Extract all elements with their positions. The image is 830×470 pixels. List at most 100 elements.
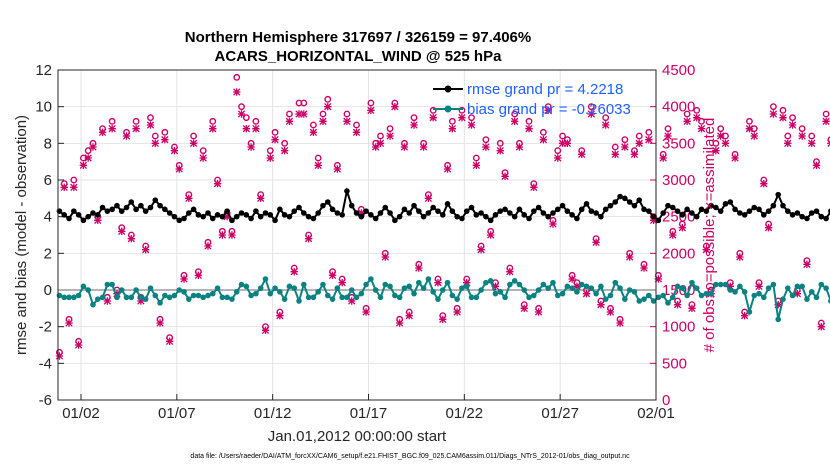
obs-assimilated-point [554, 154, 562, 162]
obs-assimilated-point [165, 337, 174, 346]
obs-assimilated-point [276, 311, 284, 320]
bias-point [550, 279, 556, 286]
obs-assimilated-point [415, 264, 423, 272]
rmse-point [689, 210, 695, 216]
rmse-point [684, 206, 690, 213]
obs-assimilated-point [482, 143, 490, 151]
rmse-point [238, 210, 245, 216]
rmse-point [617, 193, 623, 200]
obs-assimilated-point [621, 143, 629, 151]
bias-point [147, 285, 154, 291]
rmse-point [85, 213, 91, 220]
obs-assimilated-point [304, 234, 313, 243]
x-tick-label: 01/07 [158, 405, 196, 422]
obs-possible-point [132, 117, 140, 125]
bias-point [770, 281, 777, 288]
bias-point [262, 276, 269, 282]
bias-point [487, 278, 494, 284]
bias-point [401, 285, 408, 291]
rmse-point [588, 208, 595, 214]
obs-assimilated-point [496, 146, 504, 155]
bias-point [650, 298, 657, 304]
obs-assimilated-point [659, 154, 667, 162]
obs-assimilated-point [606, 308, 615, 316]
obs-possible-point [539, 128, 547, 136]
obs-possible-point [386, 125, 394, 133]
obs-assimilated-point [434, 278, 442, 287]
rmse-point [578, 206, 585, 213]
obs-possible-point [161, 128, 169, 136]
bias-point [593, 290, 599, 297]
obs-possible-point [190, 132, 198, 140]
rmse-point [401, 206, 408, 213]
rmse-point [545, 213, 551, 220]
y-tick-label: 12 [35, 62, 52, 79]
plot-frame [57, 69, 657, 401]
bias-point [190, 292, 197, 299]
obs-assimilated-point [534, 308, 543, 316]
bias-point [598, 283, 604, 290]
y-axis-label: rmse and bias (model - observation) [13, 115, 30, 355]
y2-axis-label: # of obs: o=possible; ×=assimilated [701, 118, 718, 353]
y-tick-label: -4 [39, 355, 52, 372]
bias-point [200, 294, 206, 301]
bias-point [612, 279, 619, 286]
obs-possible-point [271, 128, 279, 136]
rmse-point [622, 195, 628, 202]
legend-bias-marker [444, 105, 452, 113]
rmse-point [789, 212, 796, 218]
obs-assimilated-point [520, 304, 528, 313]
rmse-point [468, 204, 475, 211]
obs-assimilated-point [736, 253, 744, 261]
rmse-point [162, 206, 168, 213]
obs-possible-point [309, 121, 317, 129]
bias-point [128, 294, 135, 301]
rmse-point [607, 202, 614, 209]
obs-assimilated-point [578, 150, 586, 159]
obs-possible-point [496, 139, 504, 147]
obs-assimilated-point [755, 282, 763, 291]
obs-assimilated-point [189, 139, 198, 148]
bias-point [406, 283, 413, 290]
bias-point [636, 298, 643, 304]
obs-assimilated-point [702, 245, 711, 254]
obs-assimilated-point [712, 146, 720, 155]
obs-assimilated-point [185, 194, 193, 203]
obs-assimilated-point [386, 132, 394, 140]
bias-point [75, 292, 82, 299]
obs-possible-point [602, 114, 610, 122]
rmse-point [612, 199, 619, 205]
obs-possible-point [717, 125, 725, 133]
rmse-point [473, 212, 480, 218]
obs-assimilated-point [338, 278, 346, 287]
rmse-point [794, 210, 801, 216]
obs-assimilated-point [501, 172, 509, 181]
rmse-point [598, 213, 604, 220]
obs-assimilated-point [587, 110, 596, 118]
obs-assimilated-point [558, 139, 567, 148]
rmse-point [75, 212, 82, 218]
rmse-point [492, 212, 499, 218]
rmse-point [90, 210, 96, 216]
obs-assimilated-point [625, 253, 634, 261]
bias-point [267, 290, 274, 297]
rmse-point [511, 213, 518, 220]
obs-possible-point [367, 99, 375, 107]
bias-point [746, 309, 753, 315]
obs-possible-point [199, 147, 207, 155]
bias-point [420, 285, 427, 291]
obs-assimilated-point [745, 124, 754, 133]
rmse-point [804, 215, 810, 222]
rmse-point [531, 208, 537, 214]
obs-assimilated-point [137, 297, 145, 305]
obs-possible-point [554, 147, 562, 155]
y-tick-label: 4 [44, 209, 52, 226]
bias-point [363, 281, 369, 288]
bias-point [291, 285, 298, 291]
rmse-point [449, 208, 456, 214]
obs-assimilated-point [146, 121, 155, 129]
obs-possible-point [587, 103, 595, 111]
bias-point [741, 289, 748, 295]
rmse-point [439, 212, 446, 218]
